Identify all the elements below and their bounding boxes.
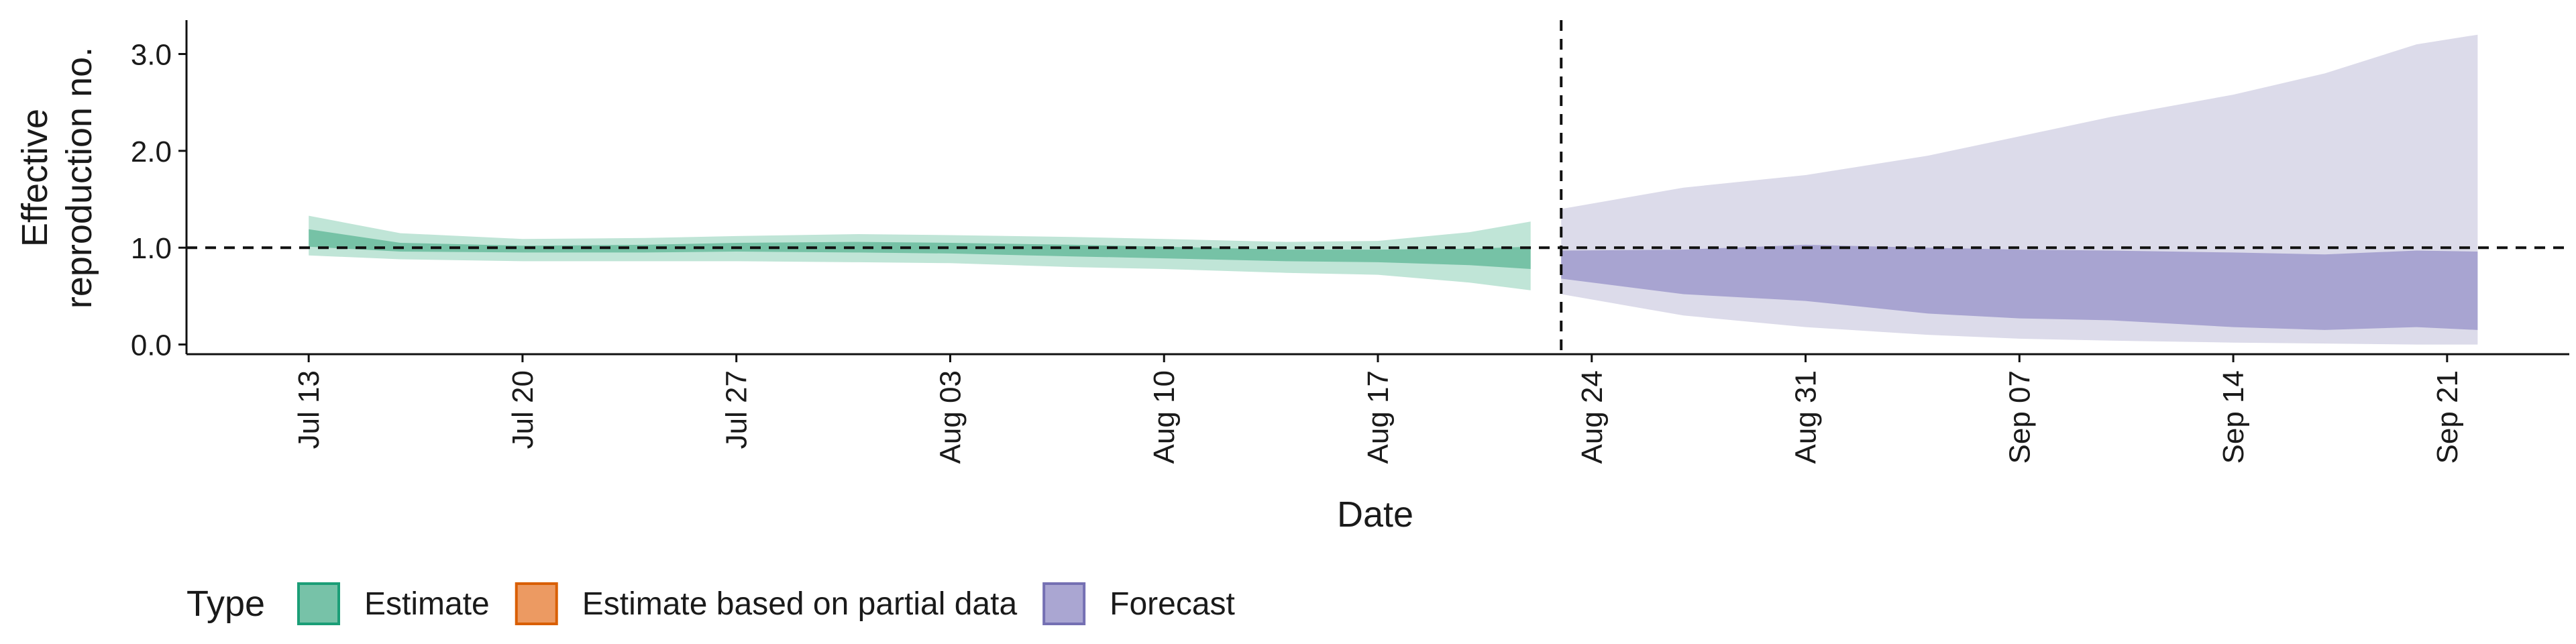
legend-label-estimate: Estimate	[364, 586, 490, 622]
x-tick-label: Jul 20	[506, 370, 539, 449]
legend-swatch-forecast	[1042, 582, 1086, 625]
x-tick-label: Aug 17	[1362, 370, 1395, 464]
x-tick-label: Aug 03	[934, 370, 967, 464]
y-axis-label-line-2: reproduction no.	[59, 47, 99, 309]
reference-lines	[186, 20, 2569, 354]
legend-label-estimate-based-on-partial-data: Estimate based on partial data	[582, 586, 1018, 622]
legend: Type Estimate Estimate based on partial da…	[186, 582, 1235, 625]
y-axis-label-line-1: Effective	[15, 109, 55, 247]
x-tick-label: Sep 21	[2431, 370, 2464, 464]
x-tick-label: Aug 31	[1790, 370, 1823, 464]
legend-swatch-estimate-based-on-partial-data	[515, 582, 558, 625]
x-tick-label: Sep 14	[2217, 370, 2250, 464]
legend-label-forecast: Forecast	[1110, 586, 1235, 622]
x-axis-label: Date	[1337, 494, 1413, 535]
forecast-inner-band	[1561, 244, 2478, 330]
x-tick-label: Jul 27	[720, 370, 753, 449]
y-ticks: 0.0 1.0 2.0 3.0	[131, 39, 186, 362]
y-tick-label: 0.0	[131, 329, 172, 362]
x-tick-label: Jul 13	[292, 370, 325, 449]
legend-swatch-estimate	[297, 582, 340, 625]
x-ticks: Jul 13 Jul 20 Jul 27 Aug 03 Aug 10 Aug 17 Aug …	[292, 354, 2464, 464]
x-tick-label: Aug 10	[1148, 370, 1181, 464]
ribbon-layer	[309, 34, 2478, 345]
estimate-inner-band	[309, 229, 1531, 269]
y-tick-label: 3.0	[131, 39, 172, 72]
y-tick-label: 1.0	[131, 232, 172, 265]
y-tick-label: 2.0	[131, 136, 172, 168]
x-tick-label: Sep 07	[2003, 370, 2036, 464]
x-tick-label: Aug 24	[1576, 370, 1609, 464]
legend-title: Type	[186, 584, 265, 624]
